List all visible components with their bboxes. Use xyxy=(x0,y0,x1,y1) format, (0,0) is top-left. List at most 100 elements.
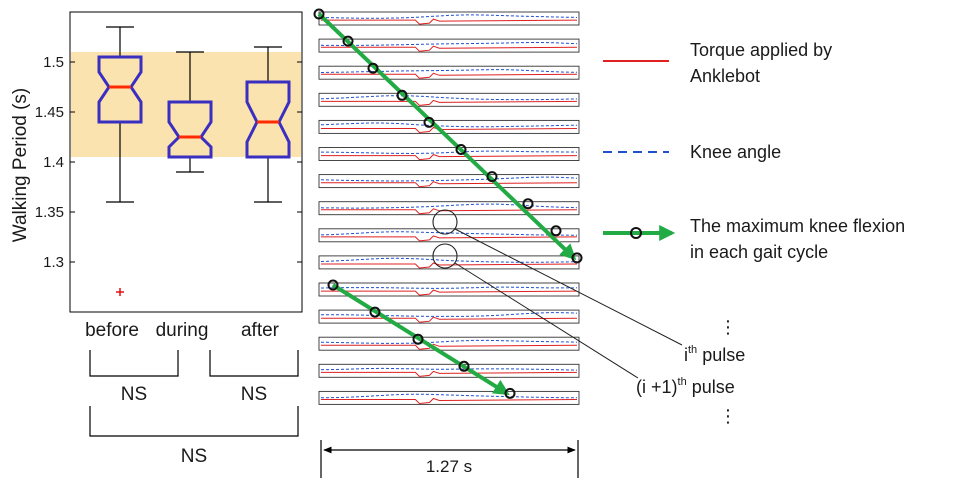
knee-angle-trace xyxy=(320,14,578,19)
box-plot: 1.3 1.35 1.4 1.45 1.5 Walking Period (s) bef… xyxy=(10,11,303,467)
duration-marker: 1.27 s xyxy=(320,440,579,478)
gait-cycle-panel xyxy=(318,363,580,378)
box-before xyxy=(97,26,143,296)
torque-trace xyxy=(321,316,578,323)
knee-angle-trace xyxy=(320,176,578,182)
gait-cycle-panel xyxy=(318,174,580,189)
trace-frame xyxy=(318,363,580,378)
gait-cycle-panel xyxy=(318,92,580,107)
y-axis-ticks: 1.3 1.35 1.4 1.45 1.5 xyxy=(35,54,302,271)
significance-bracket xyxy=(89,350,179,377)
knee-angle-trace xyxy=(320,286,578,289)
trace-frame xyxy=(318,282,580,297)
max-flexion-marker xyxy=(550,225,562,237)
torque-trace xyxy=(321,18,578,25)
knee-angle-trace xyxy=(321,312,578,317)
notched-box xyxy=(245,80,291,159)
y-tick-label: 1.35 xyxy=(35,204,64,221)
trace-frame xyxy=(318,390,580,405)
legend-torque-label-2: Anklebot xyxy=(690,66,760,86)
knee-angle-trace xyxy=(320,231,577,236)
knee-angle-trace xyxy=(321,393,578,399)
significance-label: NS xyxy=(121,384,147,405)
legend-maxflex-marker xyxy=(630,227,642,239)
y-axis-label: Walking Period (s) xyxy=(10,88,31,243)
gait-cycle-panel xyxy=(318,119,580,134)
knee-angle-trace xyxy=(320,122,578,128)
gait-cycle-panel xyxy=(318,282,580,297)
category-labels: before during after xyxy=(85,320,280,341)
legend-maxflex-label-2: in each gait cycle xyxy=(690,242,828,262)
max-flexion-marker xyxy=(369,306,381,318)
torque-trace xyxy=(321,235,578,242)
duration-label: 1.27 s xyxy=(426,457,472,476)
trace-frame xyxy=(318,147,580,161)
legend: Torque applied by Anklebot Knee angle Th… xyxy=(603,40,905,262)
knee-angle-trace xyxy=(320,367,578,371)
category-label: before xyxy=(85,320,139,341)
gait-cycle-panel xyxy=(318,336,580,351)
box-series xyxy=(97,26,291,296)
dots-bottom: ⋮ xyxy=(719,406,737,426)
knee-angle-trace xyxy=(320,69,577,73)
gait-cycle-panel xyxy=(318,147,580,161)
max-flexion-marker xyxy=(412,333,424,345)
max-flexion-arrow xyxy=(331,283,510,396)
torque-trace xyxy=(321,289,578,296)
torque-trace xyxy=(321,154,578,161)
max-flexion-marker xyxy=(522,198,534,210)
notched-box xyxy=(97,55,143,124)
normal-range-band xyxy=(71,52,301,157)
gait-cycle-panel xyxy=(318,201,580,216)
y-tick-label: 1.5 xyxy=(43,54,64,71)
category-label: during xyxy=(156,320,209,341)
box-after xyxy=(245,46,291,203)
gait-cycle-traces xyxy=(313,8,583,405)
knee-angle-trace xyxy=(320,339,578,344)
trace-frame xyxy=(318,92,580,107)
pulse-callouts: ⋮ ith pulse (i +1)th pulse ⋮ xyxy=(432,209,745,426)
knee-angle-trace xyxy=(320,257,578,263)
trace-frame xyxy=(318,201,580,216)
torque-trace xyxy=(321,397,578,405)
torque-trace xyxy=(321,181,578,188)
max-flexion-marker xyxy=(396,89,408,101)
trace-frame xyxy=(318,119,580,134)
max-flexion-marker xyxy=(327,279,339,291)
trace-frame xyxy=(318,336,580,351)
torque-trace xyxy=(321,343,578,350)
max-flexion-marker xyxy=(313,8,325,20)
torque-trace xyxy=(321,99,578,106)
gait-cycle-panel xyxy=(318,38,580,53)
box-during xyxy=(167,51,213,173)
gait-cycle-panel xyxy=(318,65,580,80)
pulse-i-label: ith pulse xyxy=(684,344,745,365)
dots-top: ⋮ xyxy=(719,317,737,337)
knee-angle-trace xyxy=(320,203,578,209)
knee-angle-trace xyxy=(320,42,578,46)
max-flexion-marker xyxy=(423,116,435,128)
gait-cycle-panel xyxy=(318,11,580,26)
max-flexion-marker xyxy=(486,171,498,183)
y-tick-label: 1.4 xyxy=(43,154,64,171)
outlier-marker xyxy=(116,288,124,296)
significance-bracket xyxy=(89,406,299,437)
max-flexion-marker xyxy=(367,62,379,74)
gait-cycle-panel xyxy=(318,309,580,324)
max-flexion-marker xyxy=(342,35,354,47)
max-flexion-arrow xyxy=(317,12,577,261)
torque-trace xyxy=(321,45,578,52)
knee-angle-trace xyxy=(320,95,578,101)
pulse-i1-leader xyxy=(454,262,639,379)
torque-trace xyxy=(321,72,578,79)
legend-knee-label: Knee angle xyxy=(690,142,781,162)
legend-torque-label-1: Torque applied by xyxy=(690,40,832,60)
notched-box xyxy=(167,100,213,159)
significance-brackets: NS NS NS xyxy=(89,350,299,467)
max-flexion-marker xyxy=(504,387,516,399)
torque-trace xyxy=(321,370,578,377)
max-flexion-markers xyxy=(313,8,583,399)
box-plot-frame xyxy=(69,11,303,313)
significance-bracket xyxy=(209,350,299,377)
category-label: after xyxy=(241,320,280,341)
